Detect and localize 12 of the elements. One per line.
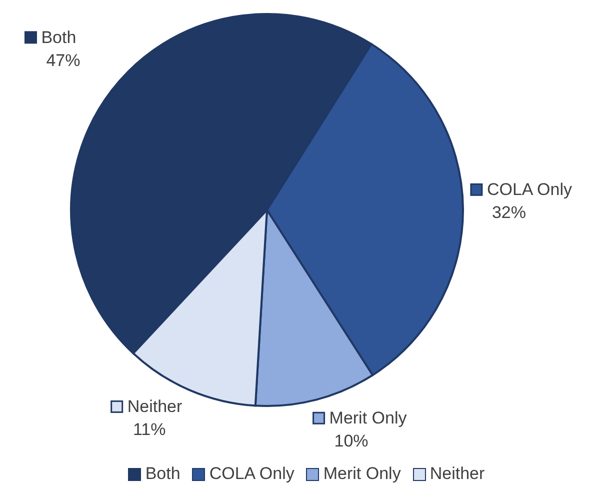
legend-label: Neither (127, 397, 182, 416)
legend-label: Merit Only (329, 408, 408, 428)
data-label: 11% (132, 420, 166, 440)
data-label: 32% (492, 203, 526, 222)
data-label: 10% (334, 432, 368, 451)
category-label: Merit Only (323, 464, 401, 483)
legend-label: Both (41, 28, 76, 47)
category-label: Both (145, 464, 180, 483)
legend-label: COLA Only (486, 180, 572, 200)
data-label: 47% (46, 50, 80, 70)
category-label: Neither (430, 464, 485, 483)
category-label: COLA Only (209, 464, 294, 483)
